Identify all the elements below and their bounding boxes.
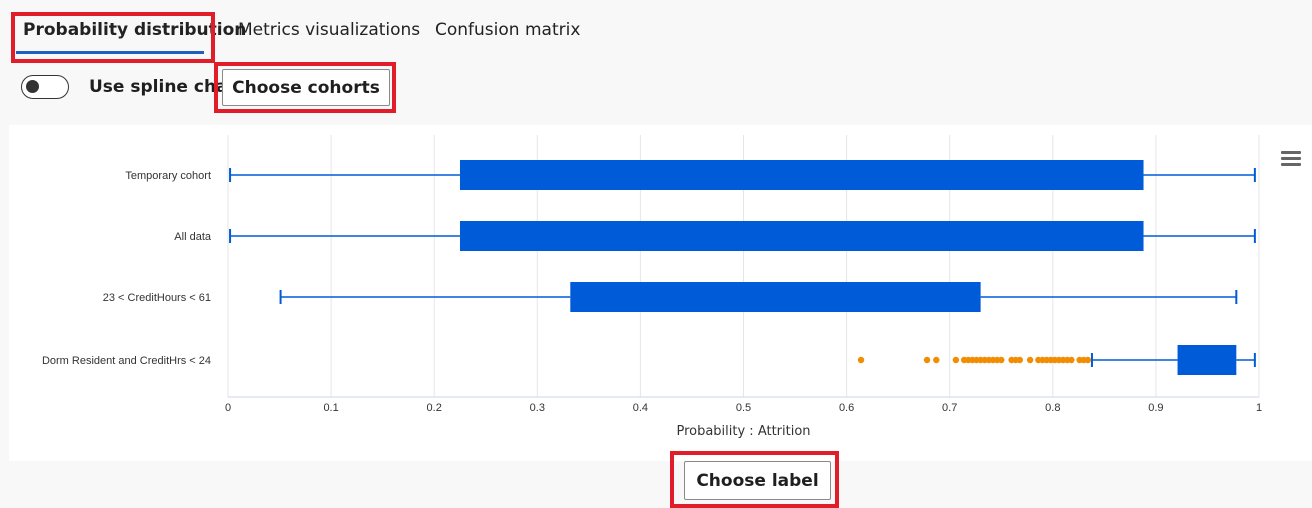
tab-confusion-matrix[interactable]: Confusion matrix [435, 20, 581, 40]
x-tick-label: 0.2 [427, 402, 442, 414]
category-label: All data [174, 231, 212, 243]
x-axis-title: Probability : Attrition [676, 424, 810, 439]
tab-metrics-visualizations[interactable]: Metrics visualizations [238, 20, 421, 40]
box [459, 221, 1144, 251]
spline-chart-toggle[interactable] [21, 75, 69, 99]
probability-distribution-chart: 0 0.1 0.2 0.3 0.4 0.5 0.6 0.7 0.8 0.9 1 Probability… [9, 125, 1312, 461]
category-label: 23 < CreditHours < 61 [103, 292, 211, 304]
outlier-point [1016, 356, 1024, 364]
x-tick-label: 1 [1256, 402, 1262, 414]
x-tick-label: 0.6 [839, 402, 854, 414]
box [459, 160, 1144, 190]
outlier-point [998, 356, 1005, 364]
outlier-point [933, 356, 940, 364]
x-tick-label: 0.8 [1045, 402, 1060, 414]
outlier-point [952, 356, 960, 364]
box [1177, 345, 1237, 375]
x-tick-label: 0.5 [736, 402, 751, 414]
x-tick-label: 0.7 [942, 402, 957, 414]
box [570, 282, 981, 312]
choose-label-button[interactable]: Choose label [684, 461, 831, 500]
choose-cohorts-button[interactable]: Choose cohorts [222, 69, 390, 106]
outlier-point [1084, 356, 1092, 364]
active-tab-indicator [16, 51, 204, 54]
x-tick-label: 0 [225, 402, 231, 414]
hamburger-menu-icon[interactable] [1281, 151, 1301, 167]
category-label: Temporary cohort [125, 170, 211, 182]
x-tick-label: 0.3 [530, 402, 545, 414]
x-tick-label: 0.9 [1148, 402, 1163, 414]
tab-bar: Probability distribution Metrics visuali… [0, 0, 1312, 60]
x-tick-label: 0.4 [633, 402, 648, 414]
outlier-point [923, 356, 931, 364]
toggle-knob [26, 80, 39, 93]
category-label: Dorm Resident and CreditHrs < 24 [42, 355, 211, 367]
boxplot-svg: 0 0.1 0.2 0.3 0.4 0.5 0.6 0.7 0.8 0.9 1 Probability… [42, 135, 1262, 439]
x-tick-label: 0.1 [323, 402, 338, 414]
tab-probability-distribution[interactable]: Probability distribution [23, 20, 247, 40]
outlier-point [857, 356, 865, 364]
outlier-point [1068, 356, 1075, 364]
outlier-point [1026, 356, 1034, 364]
spline-chart-toggle-label: Use spline chart [89, 77, 245, 97]
